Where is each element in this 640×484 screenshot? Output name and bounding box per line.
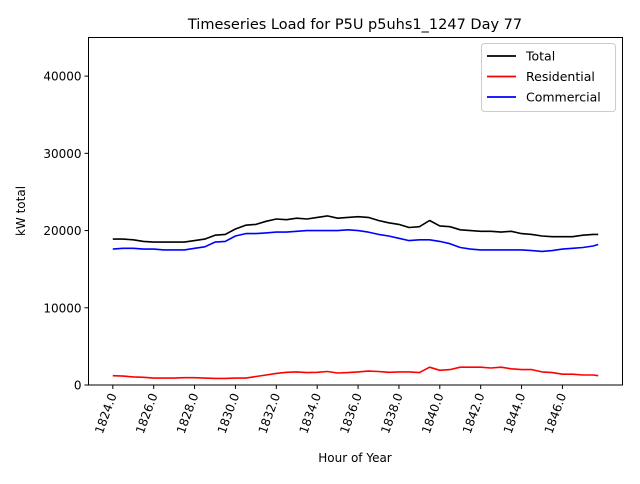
y-tick-label: 30000 bbox=[43, 147, 81, 161]
legend-label: Residential bbox=[526, 69, 595, 84]
series-line-total bbox=[112, 215, 599, 243]
x-tick-label: 1830.0 bbox=[215, 391, 243, 435]
x-tick-label: 1844.0 bbox=[501, 391, 529, 435]
x-tick-label: 1834.0 bbox=[296, 391, 324, 435]
series-lines bbox=[112, 215, 599, 380]
legend-label: Total bbox=[525, 49, 555, 64]
x-tick-label: 1828.0 bbox=[174, 391, 202, 435]
x-ticks: 1824.0 1826.0 1828.0 1830.0 1832.0 1834.0 1836… bbox=[92, 385, 569, 435]
x-tick-label: 1846.0 bbox=[542, 391, 570, 435]
x-tick-label: 1836.0 bbox=[337, 391, 365, 435]
x-tick-label: 1842.0 bbox=[460, 391, 488, 435]
x-tick-label: 1824.0 bbox=[92, 391, 120, 435]
legend-box bbox=[481, 43, 616, 112]
y-tick-label: 20000 bbox=[43, 224, 81, 238]
x-axis-label: Hour of Year bbox=[318, 451, 392, 465]
legend: Total Residential Commercial bbox=[481, 43, 616, 112]
x-tick-label: 1840.0 bbox=[419, 391, 447, 435]
x-tick-label: 1826.0 bbox=[133, 391, 161, 435]
plot-frame bbox=[88, 37, 623, 386]
chart-title: Timeseries Load for P5U p5uhs1_1247 Day … bbox=[187, 17, 522, 33]
y-ticks: 0 10000 20000 30000 40000 bbox=[43, 70, 89, 393]
y-tick-label: 40000 bbox=[43, 70, 81, 84]
x-tick-label: 1838.0 bbox=[378, 391, 406, 435]
y-tick-label: 0 bbox=[74, 379, 82, 393]
y-axis-label: kW total bbox=[14, 186, 28, 236]
legend-label: Commercial bbox=[526, 90, 601, 105]
series-line-commercial bbox=[112, 229, 599, 253]
x-tick-label: 1832.0 bbox=[256, 391, 284, 435]
y-tick-label: 10000 bbox=[43, 301, 81, 315]
series-line-residential bbox=[112, 366, 599, 380]
